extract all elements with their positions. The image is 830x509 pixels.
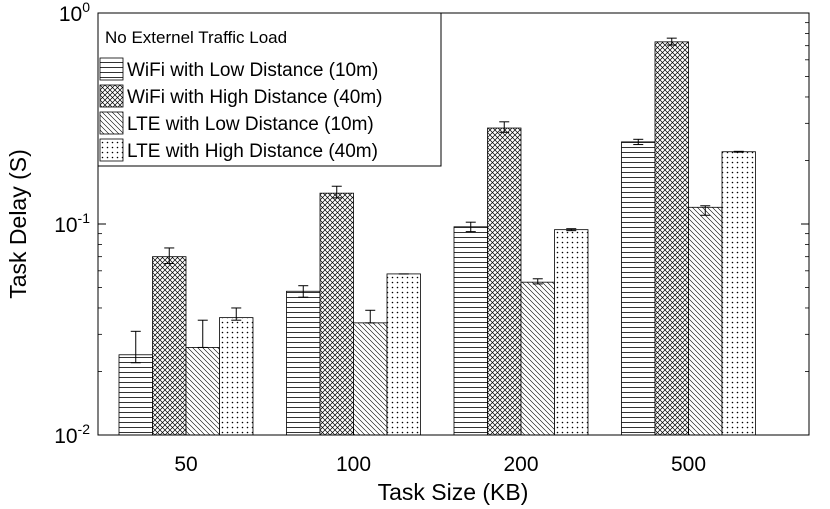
error-bar-3-100 (365, 309, 376, 324)
bar-4-200 (554, 229, 589, 436)
y-tick-label: 10-1 (54, 210, 90, 237)
bar-1-100 (286, 290, 321, 436)
error-bar-1-100 (298, 285, 309, 298)
bar-3-50 (185, 347, 220, 436)
y-tick-label: 100 (59, 0, 90, 26)
legend-label-4: LTE with High Distance (40m) (127, 141, 378, 162)
x-tick-label: 50 (174, 453, 197, 476)
bar-3-200 (520, 281, 555, 436)
legend-label-1: WiFi with Low Distance (10m) (127, 60, 378, 81)
error-bar-3-500 (700, 205, 711, 216)
bar-2-500 (654, 41, 689, 436)
error-bar-3-50 (197, 319, 208, 348)
errorbars-layer (130, 37, 744, 364)
legend-swatch-2 (99, 84, 124, 108)
legend: No Externel Traffic Load WiFi with Low D… (97, 12, 442, 167)
error-bar-2-100 (331, 185, 342, 199)
x-tick-label: 500 (671, 453, 706, 476)
legend-swatch-1 (99, 57, 124, 81)
y-tick-label: 10-2 (54, 421, 90, 448)
bars-layer (118, 41, 756, 436)
bar-4-50 (219, 317, 254, 436)
bar-1-500 (621, 141, 656, 436)
legend-label-3: LTE with Low Distance (10m) (127, 114, 374, 135)
bar-2-200 (487, 127, 522, 436)
x-tick-label: 100 (336, 453, 371, 476)
error-bar-1-50 (130, 330, 141, 364)
bar-1-200 (453, 226, 488, 436)
legend-title: No Externel Traffic Load (105, 28, 287, 47)
error-bar-2-200 (499, 121, 510, 133)
x-axis: 50 100 200 500 (174, 428, 706, 476)
bar-3-100 (353, 322, 388, 436)
y-axis-label: Task Delay (S) (5, 149, 31, 299)
error-bar-3-200 (532, 278, 543, 285)
bar-3-500 (688, 206, 723, 436)
error-bar-2-50 (164, 247, 175, 264)
error-bar-4-50 (231, 307, 242, 321)
legend-swatch-4 (99, 138, 124, 162)
legend-box (97, 12, 442, 167)
legend-swatch-3 (99, 111, 124, 135)
error-bar-2-500 (666, 37, 677, 46)
x-axis-label: Task Size (KB) (378, 479, 529, 505)
x-tick-label: 200 (503, 453, 538, 476)
error-bar-4-200 (566, 228, 577, 232)
bar-4-100 (386, 273, 421, 436)
bar-1-50 (118, 354, 153, 436)
error-bar-1-500 (633, 138, 644, 146)
error-bar-4-500 (733, 150, 744, 153)
legend-label-2: WiFi with High Distance (40m) (127, 87, 383, 108)
bar-2-100 (319, 192, 354, 436)
bar-4-500 (721, 151, 756, 436)
bar-2-50 (152, 256, 187, 436)
error-bar-1-200 (465, 221, 476, 233)
